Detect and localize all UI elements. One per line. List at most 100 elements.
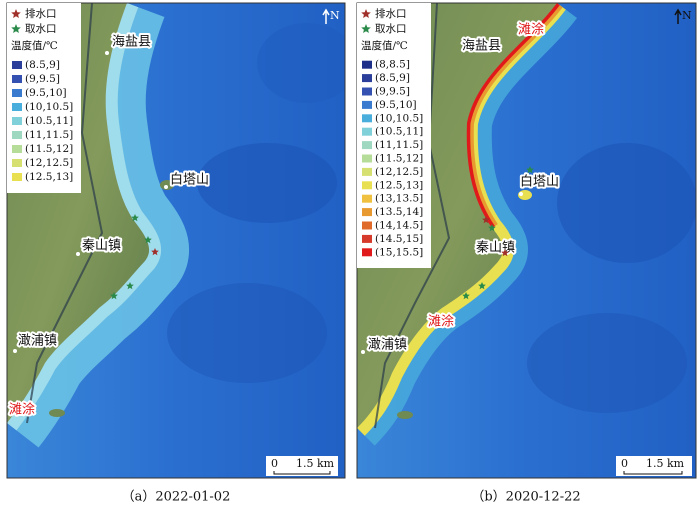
island [160, 180, 174, 190]
sea-texture [257, 23, 345, 103]
legend-star [478, 282, 486, 290]
legend-item-label: (12.5,13] [25, 171, 73, 183]
legend-item-label: (9.5,10] [25, 87, 67, 99]
legend-swatch [362, 181, 372, 190]
legend-swatch [362, 100, 372, 109]
legend-star [488, 224, 496, 232]
caption: （b）2020-12-22 [471, 490, 580, 505]
place-label: 海盐县 [462, 39, 501, 54]
legend-item-label: (14,14.5] [375, 220, 423, 232]
legend-item-label: (11,11.5] [375, 139, 423, 151]
legend-swatch [362, 114, 372, 123]
legend-swatch [12, 61, 22, 69]
legend-item-label: (11.5,12] [375, 153, 423, 165]
legend-star [131, 214, 139, 222]
place-label: 滩涂 [518, 22, 544, 38]
scale-distance: 1.5 km [296, 457, 335, 470]
legend-swatch [362, 154, 372, 163]
legend-swatch [362, 127, 372, 136]
legend-swatch [362, 234, 372, 243]
scale-zero: 0 [271, 457, 278, 470]
legend-swatch [12, 131, 22, 139]
legend-star [361, 24, 371, 33]
legend-item-label: (15,15.5] [375, 246, 423, 258]
legend-intake: 取水口 [25, 23, 57, 35]
legend-item-label: (12,12.5] [25, 157, 73, 169]
caption: （a）2022-01-02 [122, 490, 231, 505]
legend-outfall: 排水口 [25, 7, 57, 20]
place-label: 白塔山 [520, 174, 559, 190]
legend-star [126, 282, 134, 290]
legend-swatch [362, 60, 372, 69]
north-arrow [322, 8, 330, 24]
legend-item-label: (13,13.5] [375, 193, 423, 205]
scale-bar [623, 471, 683, 475]
place-label: 白塔山 [170, 172, 209, 188]
legend-swatch [362, 167, 372, 176]
legend-item-label: (9,9.5] [375, 86, 410, 98]
legend-swatch [362, 208, 372, 217]
legend-item-label: (9,9.5] [25, 73, 60, 85]
scale-box [266, 456, 338, 476]
legend-star [526, 166, 534, 174]
river [26, 3, 104, 424]
legend-star [110, 292, 118, 300]
sea-texture [557, 143, 696, 263]
legend-swatch [12, 145, 22, 153]
legend-item-label: (8.5,9] [375, 72, 410, 84]
legend-item-label: (10.5,11] [25, 115, 73, 127]
place-label: 滩涂 [428, 314, 454, 330]
legend-intake: 取水口 [375, 23, 407, 35]
legend-star [144, 236, 152, 244]
island [397, 411, 413, 419]
sea-texture [197, 143, 337, 223]
legend-swatch [12, 173, 22, 181]
legend-swatch [12, 89, 22, 97]
legend-star [361, 9, 371, 18]
legend-title: 温度值/℃ [11, 39, 58, 52]
north-arrow [674, 8, 682, 24]
place-label: 澉浦镇 [18, 334, 57, 349]
north-label: N [330, 9, 340, 22]
panel-frame [6, 2, 346, 479]
scale-distance: 1.5 km [646, 457, 685, 470]
place-label: 海盐县 [112, 35, 151, 50]
place-dot [164, 185, 168, 189]
place-dot [361, 350, 365, 354]
place-dot [13, 349, 17, 353]
sea-texture [527, 313, 687, 413]
legend-item-label: (10,10.5] [25, 101, 73, 113]
legend-swatch [12, 117, 22, 125]
place-dot [76, 252, 80, 256]
scale-box [616, 456, 692, 476]
legend-star [501, 249, 509, 257]
place-label: 秦山镇 [476, 241, 515, 256]
legend-swatch [362, 87, 372, 96]
legend-item-label: (12,12.5] [375, 166, 423, 178]
scale-zero: 0 [621, 457, 628, 470]
legend-star [482, 216, 490, 224]
legend-title: 温度值/℃ [361, 39, 408, 52]
legend-swatch [362, 74, 372, 83]
legend-item-label: (14.5,15] [375, 233, 423, 245]
scale-bar [273, 471, 331, 475]
place-dot [519, 192, 523, 196]
legend-outfall: 排水口 [375, 7, 407, 20]
legend-swatch [362, 194, 372, 203]
legend-item-label: (12.5,13] [375, 179, 423, 191]
north-label: N [682, 9, 692, 22]
legend-swatch [12, 103, 22, 111]
legend-swatch [362, 141, 372, 150]
legend-item-label: (11.5,12] [25, 143, 73, 155]
legend-item-label: (10.5,11] [375, 126, 423, 138]
place-label: 滩涂 [9, 402, 35, 418]
legend-item-label: (11,11.5] [25, 129, 73, 141]
island [49, 409, 65, 417]
legend-item-label: (9.5,10] [375, 99, 417, 111]
sea-texture [167, 283, 327, 383]
place-label: 澉浦镇 [368, 338, 407, 353]
legend-swatch [12, 75, 22, 83]
legend-swatch [362, 221, 372, 230]
legend-item-label: (10,10.5] [375, 112, 423, 124]
